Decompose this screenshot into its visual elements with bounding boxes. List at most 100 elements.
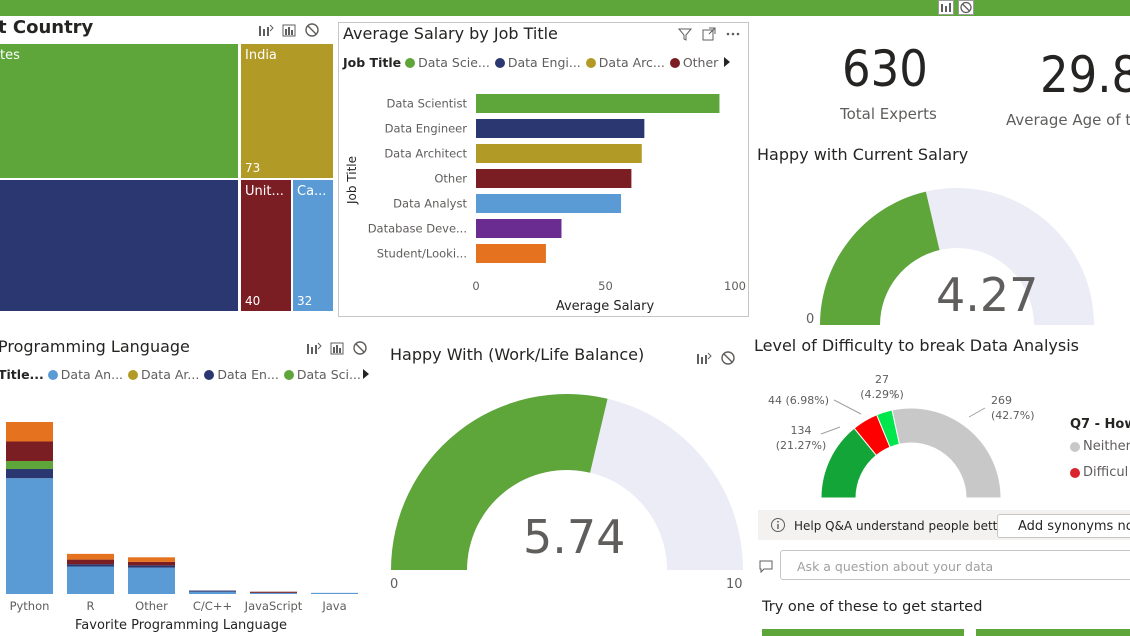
average-age-label: Average Age of th: [1006, 111, 1130, 129]
treemap-tile-other[interactable]: [0, 180, 238, 311]
salary-category-label: Other: [434, 172, 467, 186]
salary-x-tick: 100: [724, 279, 746, 293]
legend-text: Data Sci...: [296, 367, 361, 382]
treemap-tile-india[interactable]: India 73: [241, 44, 333, 178]
info-icon: [771, 518, 785, 532]
legend-item[interactable]: Data Engi...: [494, 55, 581, 70]
language-bar-segment: [6, 460, 53, 470]
average-age-value: 29.8: [1040, 46, 1130, 104]
tile-label: tes: [0, 48, 20, 63]
qa-question-input[interactable]: Ask a question about your data: [780, 550, 1130, 580]
salary-gauge-value: 4.27: [936, 268, 1039, 322]
chart-icon[interactable]: [330, 341, 344, 355]
salary-bar: [476, 94, 720, 113]
salary-bar-chart: Job Title Average Salary Data Scientist D…: [345, 94, 746, 314]
language-bar-segment: [128, 565, 175, 568]
no-filter-icon[interactable]: [352, 340, 368, 356]
suggestion-button[interactable]: [762, 629, 964, 636]
language-bar-segment: [6, 469, 53, 479]
legend-item[interactable]: Data An...: [47, 367, 124, 382]
no-filter-icon[interactable]: [304, 22, 320, 38]
salary-category-label: Data Analyst: [393, 197, 467, 211]
add-synonyms-button[interactable]: Add synonyms no: [997, 514, 1130, 538]
salary-x-tick: 0: [472, 279, 479, 293]
focus-mode-icon[interactable]: [702, 27, 716, 41]
legend-swatch: [405, 57, 416, 68]
suggestion-button[interactable]: [976, 629, 1130, 636]
focus-mode-icon[interactable]: [938, 0, 954, 15]
salary-category-label: Data Scientist: [387, 97, 468, 111]
worklife-gauge-header-icons: [696, 350, 736, 366]
worklife-gauge: [391, 394, 743, 570]
legend-text: Data En...: [217, 367, 279, 382]
legend-text: Data An...: [60, 367, 124, 382]
no-filter-icon[interactable]: [720, 350, 736, 366]
legend-item[interactable]: Data En...: [204, 367, 279, 382]
worklife-gauge-value: 5.74: [523, 510, 626, 564]
language-bar-segment: [6, 441, 53, 461]
language-stacked-bar-chart: Favorite Programming Language Python R Oth…: [6, 422, 358, 633]
difficulty-legend-item[interactable]: Neither: [1070, 439, 1130, 454]
difficulty-slice-label: 134: [791, 424, 812, 437]
drill-icon[interactable]: [306, 341, 322, 355]
difficulty-chart-title: Level of Difficulty to break Data Analys…: [754, 336, 1080, 355]
salary-chart-title: Average Salary by Job Title: [343, 24, 558, 43]
tile-label: Ca...: [297, 184, 327, 199]
legend-label: Job Title: [343, 55, 402, 70]
treemap-tile-canada[interactable]: Ca... 32: [293, 180, 333, 311]
legend-item[interactable]: Other: [669, 55, 718, 70]
tile-label: Unit...: [245, 184, 284, 199]
difficulty-slice: [891, 407, 1002, 499]
salary-category-label: Student/Looki...: [377, 247, 467, 261]
legend-item[interactable]: Data Sci...: [283, 367, 361, 382]
add-synonyms-label: Add synonyms no: [1018, 519, 1130, 534]
drill-icon[interactable]: [696, 351, 712, 365]
chat-icon: [759, 560, 773, 574]
legend-text: Data Engi...: [507, 55, 581, 70]
salary-bar: [476, 119, 645, 138]
salary-y-axis-label: Job Title: [345, 156, 359, 205]
chart-icon[interactable]: [282, 23, 296, 37]
language-bar-segment: [250, 592, 297, 594]
top-bar: [0, 0, 1130, 16]
qa-input-placeholder: Ask a question about your data: [797, 559, 994, 574]
language-chart-title: Programming Language: [0, 337, 190, 356]
difficulty-legend-title: Q7 - How: [1070, 417, 1130, 432]
difficulty-slice-label: 27: [875, 373, 889, 386]
language-bar-segment: [189, 591, 236, 594]
difficulty-slice-label: 44 (6.98%): [768, 394, 829, 407]
tile-value: 32: [297, 294, 313, 308]
treemap-tile-united-kingdom[interactable]: Unit... 40: [241, 180, 291, 311]
language-bar-segment: [67, 566, 114, 594]
language-category-label: Java: [321, 599, 346, 613]
salary-chart-frame[interactable]: [338, 22, 749, 317]
language-bar-segment: [6, 478, 53, 594]
difficulty-leader-line: [968, 407, 986, 418]
legend-item[interactable]: Data Arc...: [585, 55, 665, 70]
language-bar-segment: [67, 559, 114, 565]
salary-bar: [476, 244, 546, 263]
top-toolbar: [938, 0, 974, 15]
legend-swatch: [585, 57, 596, 68]
treemap-title: t Country: [0, 17, 94, 38]
filter-icon[interactable]: [678, 27, 692, 41]
difficulty-slice-pct: (42.7%): [991, 409, 1035, 422]
legend-next-icon[interactable]: [723, 56, 731, 68]
difficulty-legend-item[interactable]: Difficul: [1070, 465, 1128, 480]
more-options-icon[interactable]: [726, 27, 740, 41]
legend-next-icon[interactable]: [362, 368, 370, 380]
salary-x-axis-label: Average Salary: [556, 299, 655, 314]
drill-icon[interactable]: [258, 23, 274, 37]
salary-gauge-title: Happy with Current Salary: [757, 145, 969, 164]
treemap-tile-united-states[interactable]: tes: [0, 44, 238, 178]
difficulty-slice-label: 269: [991, 394, 1012, 407]
legend-swatch: [204, 369, 215, 380]
legend-item[interactable]: Data Scie...: [405, 55, 490, 70]
language-category-label: JavaScript: [244, 599, 303, 613]
language-bar-segment: [128, 567, 175, 594]
no-filter-icon[interactable]: [958, 0, 974, 15]
legend-item[interactable]: Data Ar...: [128, 367, 199, 382]
language-chart-header-icons: [306, 340, 368, 356]
qa-try-text: Try one of these to get started: [762, 599, 983, 615]
salary-category-label: Database Deve...: [368, 222, 467, 236]
